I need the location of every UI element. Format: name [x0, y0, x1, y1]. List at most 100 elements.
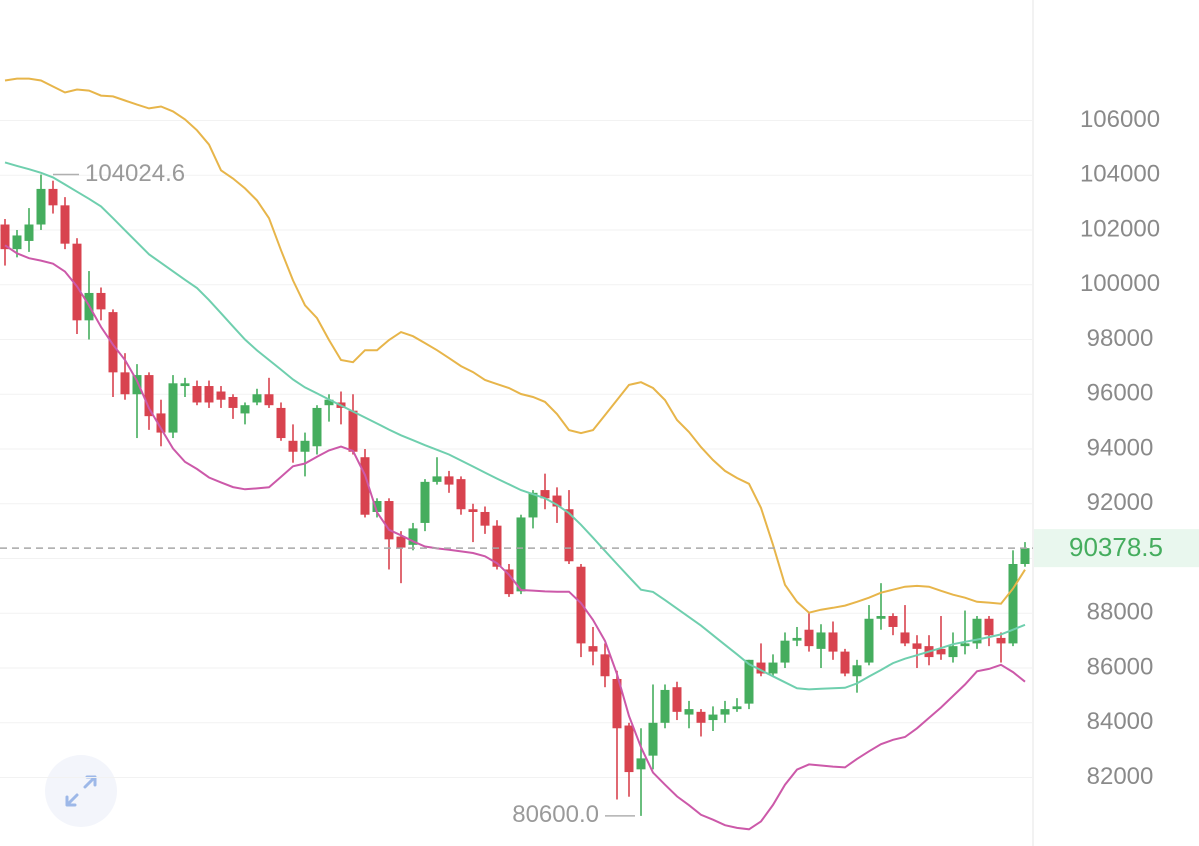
candle-body	[408, 528, 418, 545]
candle-body	[516, 517, 526, 592]
candle-body	[564, 509, 574, 562]
candle-body	[312, 407, 322, 447]
candle-body	[708, 714, 718, 721]
candle-body	[876, 616, 886, 619]
candle-body	[204, 386, 214, 403]
candle-body	[0, 224, 10, 250]
candle-body	[684, 709, 694, 715]
candle-body	[648, 722, 658, 756]
candle-body	[528, 492, 538, 518]
candle-body	[840, 651, 850, 674]
band-line	[4, 77, 1026, 614]
candle-body	[996, 637, 1006, 644]
candle-body	[744, 659, 754, 704]
candle-body	[360, 457, 370, 515]
candle-body	[960, 643, 970, 647]
candle-body	[696, 711, 706, 723]
candle-body	[552, 495, 562, 507]
candle-body	[612, 678, 622, 729]
candle-body	[384, 501, 394, 540]
y-tick-label: 98000	[1087, 325, 1154, 352]
candle-body	[240, 405, 250, 414]
candle-body	[12, 235, 22, 250]
candle-body	[288, 440, 298, 452]
candle-body	[192, 386, 202, 403]
candle-body	[828, 632, 838, 652]
candle-body	[180, 383, 190, 387]
candle-body	[660, 689, 670, 723]
candle-body	[756, 662, 766, 674]
band-line	[4, 161, 1026, 691]
candle-body	[576, 566, 586, 644]
grid	[0, 119, 1033, 779]
candle-body	[132, 375, 142, 395]
candle-body	[948, 646, 958, 658]
y-tick-label: 84000	[1087, 708, 1154, 735]
candle-body	[624, 725, 634, 773]
expand-icon	[65, 775, 97, 807]
y-tick-label: 104000	[1080, 161, 1160, 188]
last-price-box	[1034, 529, 1199, 568]
expand-bg	[45, 755, 117, 827]
candle-body	[768, 662, 778, 674]
candle-body	[228, 396, 238, 408]
y-tick-label: 106000	[1080, 106, 1160, 133]
y-tick-label: 82000	[1087, 763, 1154, 790]
candle-body	[468, 509, 478, 512]
candle-body	[972, 618, 982, 644]
candle-body	[372, 501, 382, 512]
candle-body	[588, 646, 598, 652]
candle-body	[636, 758, 646, 770]
y-tick-label: 102000	[1080, 215, 1160, 242]
y-tick-label: 100000	[1080, 270, 1160, 297]
candle-body	[852, 665, 862, 677]
high-label: 104024.6	[85, 160, 185, 187]
candle-body	[156, 413, 166, 433]
candle-body	[492, 525, 502, 567]
candle-body	[1020, 548, 1030, 564]
candle-body	[108, 312, 118, 373]
candle-body	[216, 391, 226, 400]
candle-body	[168, 383, 178, 433]
candle-body	[396, 536, 406, 548]
candle-body	[120, 372, 130, 395]
candle-body	[984, 618, 994, 636]
candle-body	[888, 616, 898, 627]
candle-body	[432, 476, 442, 482]
candle-body	[1008, 564, 1018, 644]
candle-body	[72, 243, 82, 321]
candle-body	[420, 481, 430, 523]
candle-body	[900, 632, 910, 644]
candle-body	[504, 569, 514, 595]
candle-body	[480, 511, 490, 526]
candle-body	[936, 648, 946, 655]
candle-body	[600, 654, 610, 677]
candle-body	[456, 479, 466, 510]
band-line	[4, 244, 1026, 831]
candle-body	[36, 188, 46, 225]
candle-body	[780, 640, 790, 663]
candle-body	[672, 687, 682, 712]
low-label: 80600.0	[512, 801, 599, 828]
candle-body	[912, 643, 922, 649]
candle-body	[144, 375, 154, 417]
candle-body	[816, 632, 826, 649]
candle-body	[348, 410, 358, 452]
y-tick-label: 96000	[1087, 380, 1154, 407]
expand-button[interactable]	[45, 755, 117, 827]
candle-body	[300, 440, 310, 452]
candle-body	[264, 394, 274, 406]
candle-body	[720, 709, 730, 715]
candle-body	[276, 407, 286, 439]
candle-body	[324, 399, 334, 406]
candle-body	[864, 618, 874, 663]
candle-body	[540, 490, 550, 499]
y-tick-label: 94000	[1087, 434, 1154, 461]
candle-body	[24, 224, 34, 241]
candles	[0, 174, 1030, 816]
candle-body	[252, 394, 262, 403]
candle-body	[792, 637, 802, 641]
last-price-label: 90378.5	[1069, 532, 1163, 562]
